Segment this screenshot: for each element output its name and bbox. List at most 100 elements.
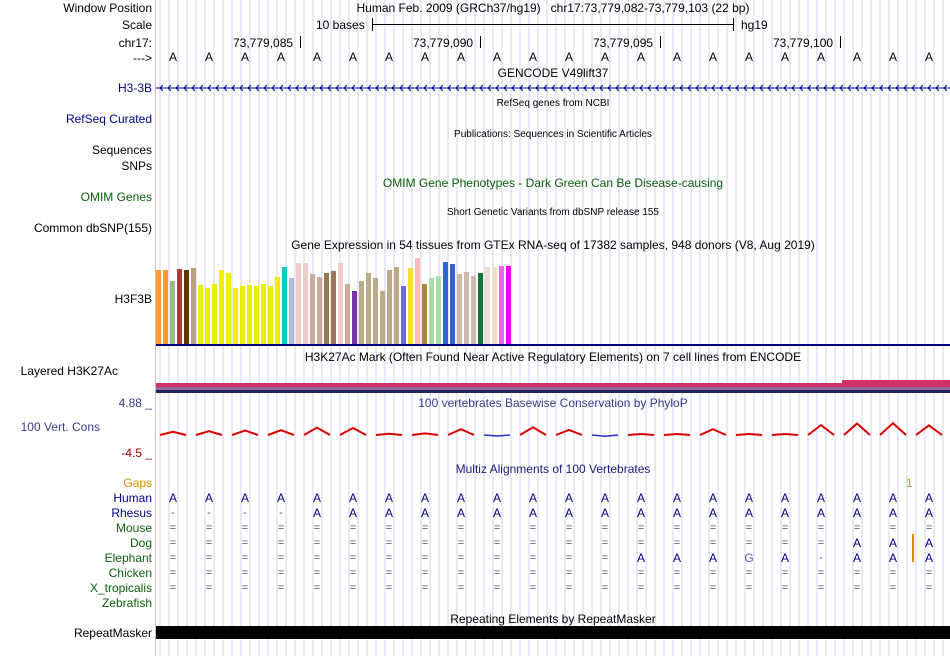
gtex-tissue-bar[interactable]: [394, 267, 399, 344]
h3k27ac-track-label[interactable]: Layered H3K27Ac: [20, 364, 118, 378]
strand-chevron: [199, 84, 204, 92]
phylop-score-peak[interactable]: [627, 432, 655, 436]
gtex-bar-chart[interactable]: [156, 252, 950, 347]
repeat-element-bar[interactable]: [156, 626, 950, 639]
phylop-score-peak[interactable]: [843, 422, 871, 436]
gtex-tissue-bar[interactable]: [429, 278, 434, 344]
gtex-tissue-bar[interactable]: [331, 271, 336, 344]
gtex-tissue-bar[interactable]: [212, 284, 217, 344]
gtex-tissue-bar[interactable]: [254, 286, 259, 344]
gtex-tissue-bar[interactable]: [205, 288, 210, 344]
species-label[interactable]: Dog: [129, 536, 152, 550]
gtex-tissue-bar[interactable]: [492, 267, 497, 344]
phylop-score-peak[interactable]: [447, 428, 475, 436]
dbsnp-track-label[interactable]: Common dbSNP(155): [33, 221, 152, 235]
repeatmasker-track-label[interactable]: RepeatMasker: [73, 626, 152, 640]
gencode-gene-label[interactable]: H3-3B: [117, 81, 152, 95]
gtex-tissue-bar[interactable]: [450, 264, 455, 344]
omim-track-label[interactable]: OMIM Genes: [80, 190, 152, 204]
gtex-tissue-bar[interactable]: [317, 277, 322, 344]
phylop-score-peak[interactable]: [411, 432, 439, 436]
gtex-tissue-bar[interactable]: [443, 262, 448, 344]
species-label[interactable]: Rhesus: [111, 506, 152, 520]
gtex-tissue-bar[interactable]: [387, 270, 392, 344]
phylop-score-peak[interactable]: [375, 432, 403, 436]
publications-track-label[interactable]: Sequences: [91, 143, 152, 157]
gtex-tissue-bar[interactable]: [499, 266, 504, 344]
phylop-score-peak[interactable]: [807, 423, 835, 436]
phylop-score-peak[interactable]: [699, 428, 727, 436]
phylop-score-peak[interactable]: [555, 428, 583, 436]
phylop-plot[interactable]: [156, 410, 950, 450]
gtex-tissue-bar[interactable]: [359, 281, 364, 344]
gtex-tissue-bar[interactable]: [303, 263, 308, 344]
gtex-tissue-bar[interactable]: [485, 267, 490, 344]
gtex-tissue-bar[interactable]: [170, 281, 175, 344]
phylop-score-peak[interactable]: [159, 430, 187, 436]
gtex-tissue-bar[interactable]: [184, 270, 189, 344]
phylop-score-peak[interactable]: [663, 432, 691, 436]
species-label[interactable]: Human: [113, 491, 152, 505]
gtex-tissue-bar[interactable]: [247, 285, 252, 344]
snps-track-label[interactable]: SNPs: [121, 159, 152, 173]
gencode-gene-line[interactable]: [156, 82, 950, 94]
gtex-gene-label[interactable]: H3F3B: [114, 292, 152, 306]
gtex-tissue-bar[interactable]: [219, 270, 224, 344]
gtex-tissue-bar[interactable]: [226, 273, 231, 344]
phylop-score-peak[interactable]: [195, 430, 223, 436]
gaps-label[interactable]: Gaps: [123, 476, 152, 490]
gtex-tissue-bar[interactable]: [345, 284, 350, 344]
gtex-tissue-bar[interactable]: [380, 291, 385, 344]
species-label[interactable]: X_tropicalis: [89, 581, 152, 595]
species-label[interactable]: Zebrafish: [101, 596, 152, 610]
phylop-score-peak[interactable]: [879, 421, 907, 436]
gtex-tissue-bar[interactable]: [338, 263, 343, 344]
phylop-track-label[interactable]: 100 Vert. Cons: [20, 420, 100, 434]
gtex-tissue-bar[interactable]: [240, 286, 245, 344]
gtex-tissue-bar[interactable]: [478, 273, 483, 344]
phylop-score-peak[interactable]: [519, 426, 547, 436]
species-label[interactable]: Elephant: [104, 551, 152, 565]
phylop-score-peak[interactable]: [267, 429, 295, 436]
gtex-tissue-bar[interactable]: [156, 270, 161, 344]
gtex-tissue-bar[interactable]: [261, 284, 266, 344]
gtex-tissue-bar[interactable]: [296, 263, 301, 344]
gtex-tissue-bar[interactable]: [324, 273, 329, 344]
gtex-tissue-bar[interactable]: [282, 267, 287, 344]
h3k27ac-signal[interactable]: [156, 378, 950, 394]
phylop-score-peak[interactable]: [483, 434, 511, 437]
gtex-tissue-bar[interactable]: [373, 278, 378, 344]
phylop-score-peak[interactable]: [303, 426, 331, 436]
gtex-tissue-bar[interactable]: [198, 285, 203, 344]
gtex-tissue-bar[interactable]: [289, 278, 294, 344]
phylop-score-peak[interactable]: [591, 434, 619, 438]
gtex-tissue-bar[interactable]: [352, 291, 357, 344]
gtex-tissue-bar[interactable]: [401, 286, 406, 344]
gtex-tissue-bar[interactable]: [464, 272, 469, 344]
phylop-score-peak[interactable]: [915, 424, 943, 436]
gtex-tissue-bar[interactable]: [457, 274, 462, 344]
gtex-tissue-bar[interactable]: [506, 266, 511, 344]
gtex-tissue-bar[interactable]: [310, 274, 315, 344]
gtex-tissue-bar[interactable]: [177, 269, 182, 344]
gtex-tissue-bar[interactable]: [233, 288, 238, 344]
refseq-track-label[interactable]: RefSeq Curated: [65, 112, 152, 126]
species-label[interactable]: Chicken: [108, 566, 152, 580]
gtex-tissue-bar[interactable]: [408, 268, 413, 344]
gtex-tissue-bar[interactable]: [275, 277, 280, 344]
phylop-score-peak[interactable]: [231, 429, 259, 436]
gtex-tissue-bar[interactable]: [268, 286, 273, 344]
gtex-tissue-bar[interactable]: [366, 273, 371, 344]
gtex-tissue-bar[interactable]: [436, 276, 441, 344]
gtex-tissue-bar[interactable]: [422, 284, 427, 344]
gtex-tissue-bar[interactable]: [191, 268, 196, 344]
gtex-tissue-bar[interactable]: [471, 276, 476, 344]
species-label[interactable]: Mouse: [115, 521, 152, 535]
gtex-tissue-bar[interactable]: [415, 258, 420, 344]
phylop-score-peak[interactable]: [339, 426, 367, 436]
phylop-score-peak[interactable]: [771, 432, 799, 436]
gtex-tissue-bar[interactable]: [163, 270, 168, 344]
alignment-base: =: [205, 537, 213, 549]
phylop-score-peak[interactable]: [735, 432, 763, 436]
